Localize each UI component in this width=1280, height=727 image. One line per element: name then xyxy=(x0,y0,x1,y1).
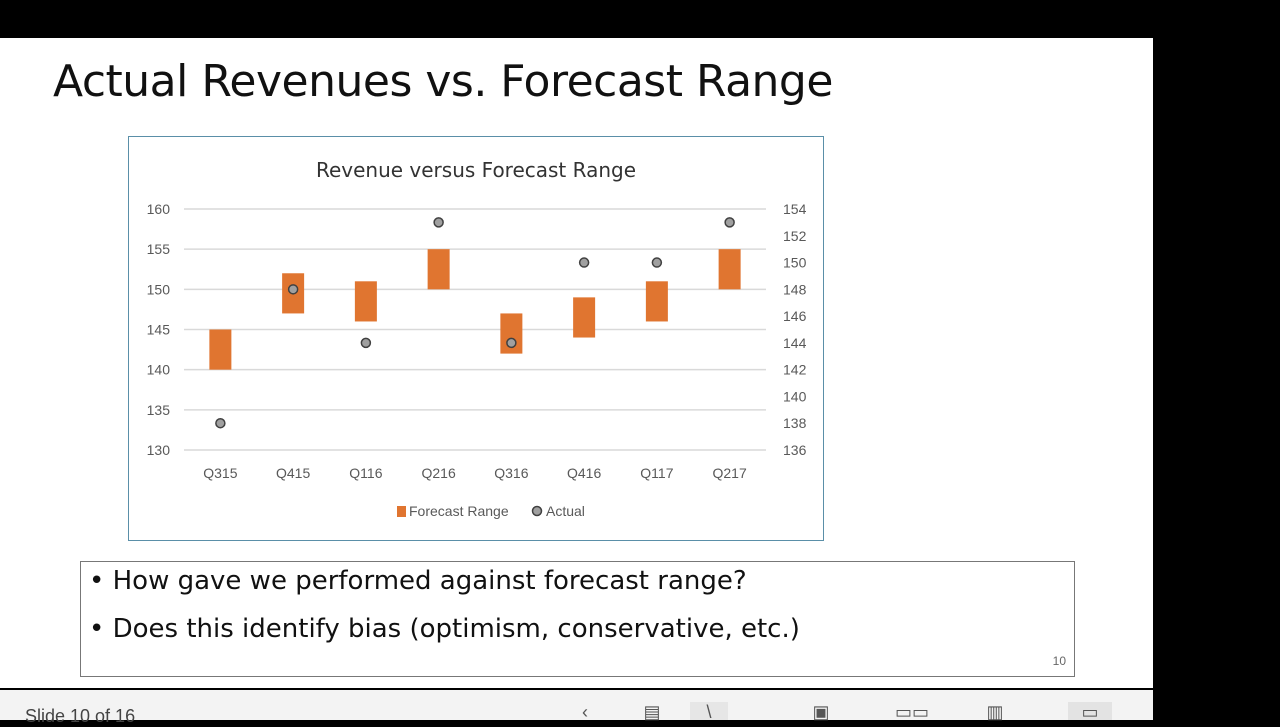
right-tick-label: 142 xyxy=(783,362,807,378)
category-label: Q316 xyxy=(494,465,528,481)
category-label: Q415 xyxy=(276,465,310,481)
category-label: Q116 xyxy=(349,465,382,481)
slideshow-icon[interactable]: ▭ xyxy=(1068,702,1112,722)
actual-point xyxy=(651,257,663,268)
actual-point xyxy=(360,337,372,349)
category-label: Q216 xyxy=(422,465,456,481)
left-tick-label: 145 xyxy=(147,322,171,338)
legend-forecast-label: Forecast Range xyxy=(409,503,509,519)
actual-point xyxy=(506,337,517,349)
right-tick-label: 146 xyxy=(783,308,807,324)
normal-view-icon[interactable]: ▣ xyxy=(812,702,830,722)
forecast-range-bar xyxy=(645,281,668,322)
chart-title: Revenue versus Forecast Range xyxy=(316,158,636,182)
bullet-1-text: How gave we performed against forecast r… xyxy=(112,566,747,596)
actual-point xyxy=(287,284,299,295)
bullet-2: • Does this identify bias (optimism, con… xyxy=(89,614,800,644)
right-tick-label: 150 xyxy=(783,255,807,271)
right-tick-label: 148 xyxy=(783,281,807,297)
right-tick-label: 138 xyxy=(783,415,807,431)
chart-svg: Revenue versus Forecast Range 130 135 140 14… xyxy=(147,158,807,519)
forecast-range-bar xyxy=(354,281,377,322)
slide-counter: Slide 10 of 16 xyxy=(25,706,136,726)
category-label: Q315 xyxy=(203,465,237,481)
actual-point xyxy=(578,257,590,268)
left-tick-label: 140 xyxy=(147,362,171,378)
page-number: 10 xyxy=(1052,654,1066,668)
right-tick-label: 144 xyxy=(783,335,807,351)
right-tick-label: 140 xyxy=(783,388,807,404)
notes-icon[interactable]: ▤ xyxy=(643,702,661,722)
legend-actual-swatch xyxy=(531,505,543,517)
right-tick-label: 136 xyxy=(783,442,807,458)
bullet-2-text: Does this identify bias (optimism, conse… xyxy=(112,614,800,644)
left-tick-label: 155 xyxy=(147,241,171,257)
left-tick-label: 135 xyxy=(147,402,171,418)
actual-point xyxy=(724,217,735,228)
left-tick-label: 130 xyxy=(147,442,171,458)
forecast-range-bar xyxy=(427,249,450,290)
actual-point xyxy=(215,417,226,429)
back-icon[interactable]: ‹ xyxy=(582,702,588,722)
category-label: Q217 xyxy=(713,465,747,481)
slide-title: Actual Revenues vs. Forecast Range xyxy=(53,56,833,107)
actual-point xyxy=(433,217,444,228)
slide-sorter-icon[interactable]: ▭▭ xyxy=(895,702,930,722)
legend-actual-label: Actual xyxy=(546,503,585,519)
category-label: Q416 xyxy=(567,465,601,481)
forecast-range-bar xyxy=(718,249,741,290)
pointer-icon[interactable]: \ xyxy=(690,702,728,722)
category-label: Q117 xyxy=(640,465,673,481)
left-tick-label: 160 xyxy=(147,201,171,217)
forecast-range-bar xyxy=(500,313,523,354)
forecast-range-bar xyxy=(573,297,596,338)
bullet-1: • How gave we performed against forecast… xyxy=(89,566,747,596)
right-tick-label: 154 xyxy=(783,201,807,217)
chart: Revenue versus Forecast Range 130 135 140 14… xyxy=(128,136,824,541)
status-bar: Slide 10 of 16 ‹ ▤ \ ▣ ▭▭ ▥ ▭ xyxy=(0,690,1153,726)
forecast-range-bar xyxy=(209,329,232,370)
reading-view-icon[interactable]: ▥ xyxy=(986,702,1004,722)
bullet-box: • How gave we performed against forecast… xyxy=(80,561,1075,677)
right-tick-label: 152 xyxy=(783,228,807,244)
slide: Actual Revenues vs. Forecast Range Reven… xyxy=(0,38,1153,688)
left-tick-label: 150 xyxy=(147,281,171,297)
legend-forecast-swatch xyxy=(397,506,406,517)
